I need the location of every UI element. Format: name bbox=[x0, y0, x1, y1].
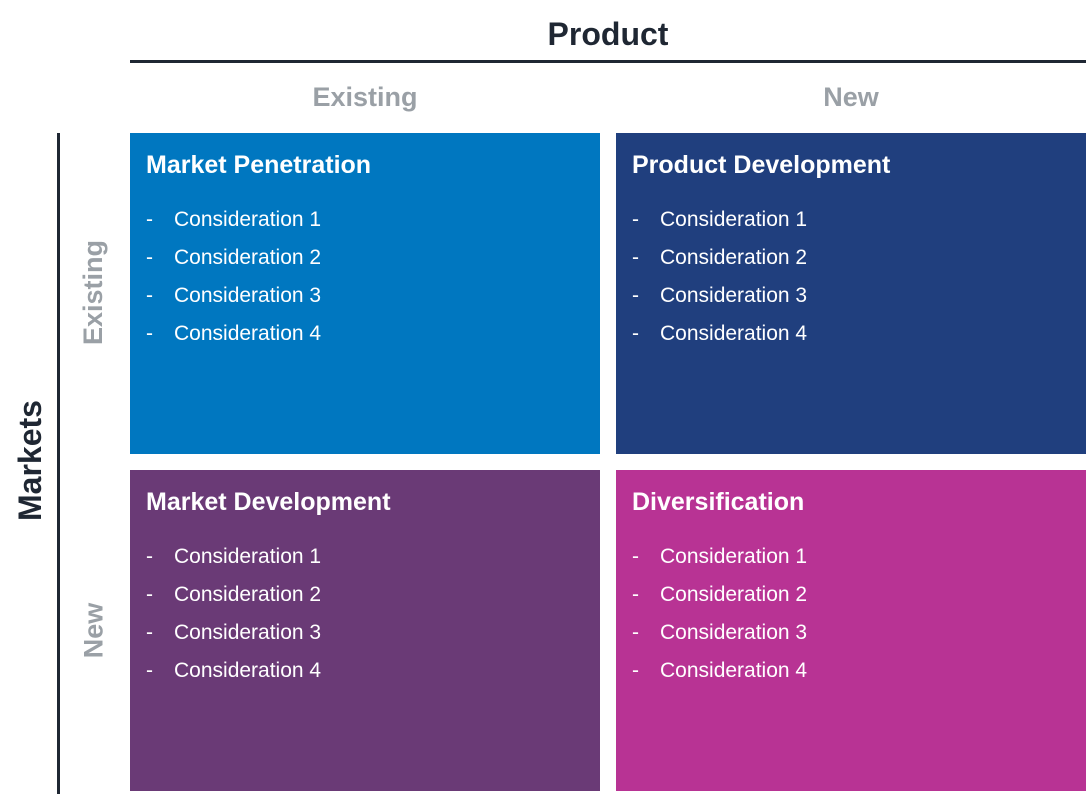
list-item: - Consideration 2 bbox=[146, 239, 584, 277]
list-item-label: Consideration 2 bbox=[660, 246, 808, 269]
list-item-label: Consideration 2 bbox=[660, 583, 808, 606]
list-item-label: Consideration 1 bbox=[660, 545, 808, 568]
quadrant-title: Diversification bbox=[632, 488, 805, 516]
list-item: - Consideration 1 bbox=[632, 201, 1070, 239]
list-item: - Consideration 3 bbox=[146, 277, 584, 315]
bullet-dash: - bbox=[632, 322, 639, 345]
list-item: - Consideration 4 bbox=[146, 652, 584, 690]
bullet-dash: - bbox=[632, 659, 639, 682]
list-item: - Consideration 2 bbox=[146, 576, 584, 614]
list-item-label: Consideration 3 bbox=[174, 621, 322, 644]
markets-axis-title-wrapper: Markets bbox=[10, 300, 50, 620]
bullet-dash: - bbox=[632, 545, 639, 568]
list-item-label: Consideration 3 bbox=[174, 284, 322, 307]
list-item: - Consideration 2 bbox=[632, 239, 1070, 277]
list-item: - Consideration 2 bbox=[632, 576, 1070, 614]
list-item-label: Consideration 2 bbox=[174, 583, 322, 606]
row-label-new-wrapper: New bbox=[70, 560, 118, 700]
list-item-label: Consideration 3 bbox=[660, 621, 808, 644]
list-item-label: Consideration 4 bbox=[174, 659, 322, 682]
list-item: - Consideration 4 bbox=[632, 315, 1070, 353]
bullet-dash: - bbox=[146, 545, 153, 568]
row-label-new: New bbox=[78, 602, 109, 658]
list-item: - Consideration 3 bbox=[632, 614, 1070, 652]
quadrant-title: Market Penetration bbox=[146, 151, 372, 179]
consideration-list: - Consideration 1 - Consideration 2 - Consi… bbox=[632, 538, 1070, 690]
quadrant-product-development: Product Development - Consideration 1 - Co… bbox=[616, 133, 1086, 454]
list-item-label: Consideration 1 bbox=[174, 545, 322, 568]
list-item-label: Consideration 3 bbox=[660, 284, 808, 307]
bullet-dash: - bbox=[632, 583, 639, 606]
consideration-list: - Consideration 1 - Consideration 2 - Consi… bbox=[146, 538, 584, 690]
list-item-label: Consideration 2 bbox=[174, 246, 322, 269]
column-label-existing: Existing bbox=[312, 81, 418, 112]
quadrant-title: Market Development bbox=[146, 488, 391, 516]
row-label-existing: Existing bbox=[78, 239, 109, 346]
bullet-dash: - bbox=[146, 583, 153, 606]
quadrant-market-penetration: Market Penetration - Consideration 1 - Con… bbox=[130, 133, 600, 454]
bullet-dash: - bbox=[146, 246, 153, 269]
markets-axis-line bbox=[57, 133, 60, 794]
quadrant-title: Product Development bbox=[632, 151, 891, 179]
bullet-dash: - bbox=[146, 208, 153, 231]
bullet-dash: - bbox=[632, 246, 639, 269]
list-item-label: Consideration 4 bbox=[660, 322, 808, 345]
bullet-dash: - bbox=[146, 284, 153, 307]
list-item: - Consideration 1 bbox=[632, 538, 1070, 576]
product-axis-title: Product bbox=[547, 15, 669, 52]
row-label-existing-wrapper: Existing bbox=[70, 190, 118, 395]
list-item: - Consideration 1 bbox=[146, 201, 584, 239]
list-item-label: Consideration 1 bbox=[660, 208, 808, 231]
list-item: - Consideration 4 bbox=[632, 652, 1070, 690]
consideration-list: - Consideration 1 - Consideration 2 - Consi… bbox=[632, 201, 1070, 353]
list-item: - Consideration 3 bbox=[146, 614, 584, 652]
column-label-new: New bbox=[823, 81, 879, 112]
bullet-dash: - bbox=[146, 621, 153, 644]
consideration-list: - Consideration 1 - Consideration 2 - Consi… bbox=[146, 201, 584, 353]
list-item: - Consideration 4 bbox=[146, 315, 584, 353]
quadrant-diversification: Diversification - Consideration 1 - Consid… bbox=[616, 470, 1086, 791]
product-axis-line bbox=[130, 60, 1086, 63]
list-item: - Consideration 1 bbox=[146, 538, 584, 576]
quadrant-market-development: Market Development - Consideration 1 - Con… bbox=[130, 470, 600, 791]
list-item: - Consideration 3 bbox=[632, 277, 1070, 315]
bullet-dash: - bbox=[146, 659, 153, 682]
list-item-label: Consideration 4 bbox=[174, 322, 322, 345]
markets-axis-title: Markets bbox=[11, 399, 48, 521]
bullet-dash: - bbox=[632, 284, 639, 307]
bullet-dash: - bbox=[632, 208, 639, 231]
list-item-label: Consideration 4 bbox=[660, 659, 808, 682]
bullet-dash: - bbox=[146, 322, 153, 345]
list-item-label: Consideration 1 bbox=[174, 208, 322, 231]
bullet-dash: - bbox=[632, 621, 639, 644]
